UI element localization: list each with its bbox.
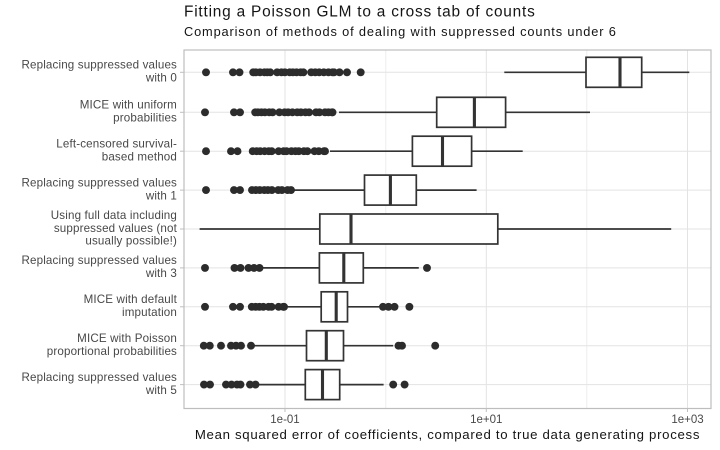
svg-text:proportional probabilities: proportional probabilities xyxy=(47,345,177,358)
svg-text:MICE with uniform: MICE with uniform xyxy=(80,99,177,112)
svg-text:Replacing suppressed values: Replacing suppressed values xyxy=(21,176,177,189)
svg-text:with 0: with 0 xyxy=(145,72,177,85)
svg-text:MICE with default: MICE with default xyxy=(84,293,178,306)
svg-text:with 3: with 3 xyxy=(145,267,177,280)
svg-text:Replacing suppressed values: Replacing suppressed values xyxy=(21,371,177,384)
svg-text:1e-01: 1e-01 xyxy=(270,414,299,426)
svg-text:usually possible!): usually possible!) xyxy=(85,235,177,248)
svg-text:Replacing suppressed values: Replacing suppressed values xyxy=(21,59,177,72)
svg-text:Using full data including: Using full data including xyxy=(51,209,177,222)
svg-text:suppressed values (not: suppressed values (not xyxy=(54,222,178,235)
svg-text:Left-censored survival-: Left-censored survival- xyxy=(56,138,177,151)
svg-text:1e+03: 1e+03 xyxy=(671,414,703,426)
svg-text:probabilities: probabilities xyxy=(113,112,177,125)
svg-text:1e+01: 1e+01 xyxy=(470,414,502,426)
svg-text:based method: based method xyxy=(102,150,177,163)
svg-text:Comparison of methods of deali: Comparison of methods of dealing with su… xyxy=(184,24,617,39)
svg-text:with 1: with 1 xyxy=(145,189,177,202)
svg-text:MICE with Poisson: MICE with Poisson xyxy=(77,332,177,345)
svg-text:Mean squared error of coeffici: Mean squared error of coefficients, comp… xyxy=(195,427,700,442)
svg-text:Fitting a Poisson GLM to a cro: Fitting a Poisson GLM to a cross tab of … xyxy=(184,4,536,21)
svg-text:with 5: with 5 xyxy=(145,384,177,397)
svg-text:imputation: imputation xyxy=(122,306,177,319)
svg-text:Replacing suppressed values: Replacing suppressed values xyxy=(21,254,177,267)
